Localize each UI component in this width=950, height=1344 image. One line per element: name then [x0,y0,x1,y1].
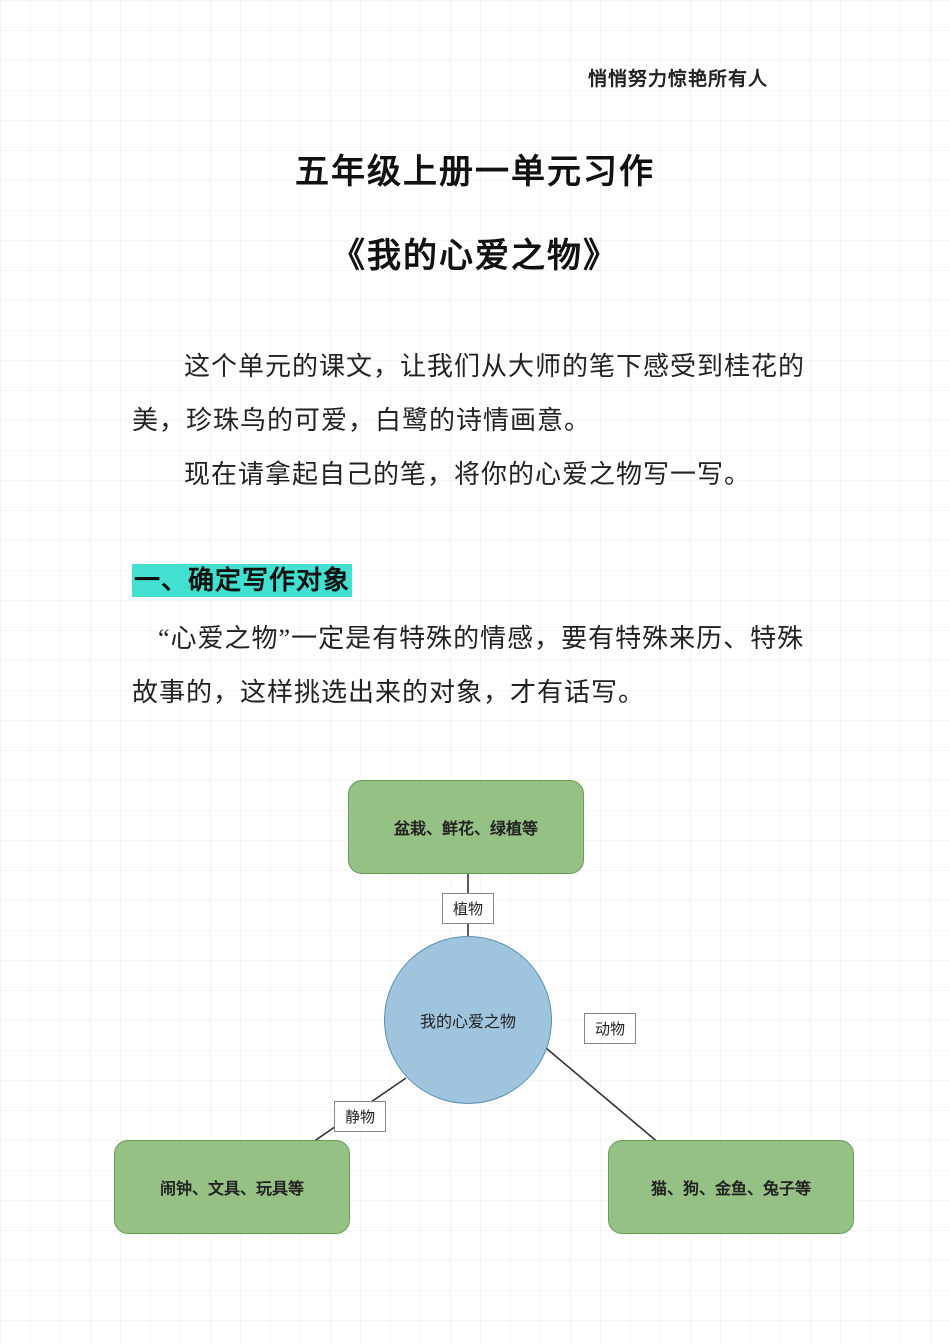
intro-p1a: 这个单元的课文，让我们从大师的笔下感受到桂花的 [132,340,822,394]
page-title-line1: 五年级上册一单元习作 [0,144,950,193]
section-1-body: “心爱之物”一定是有特殊的情感，要有特殊来历、特殊 故事的，这样挑选出来的对象，… [132,612,832,720]
diagram-leaf-right: 猫、狗、金鱼、兔子等 [608,1140,854,1234]
intro-p1b: 美，珍珠鸟的可爱，白鹭的诗情画意。 [132,394,822,448]
diagram-edge [546,1048,660,1144]
intro-p2: 现在请拿起自己的笔，将你的心爱之物写一写。 [132,448,822,502]
diagram-edge-label: 静物 [334,1101,386,1132]
section-1-heading: 一、确定写作对象 [128,558,356,599]
mindmap-diagram: 我的心爱之物 盆栽、鲜花、绿植等闹钟、文具、玩具等 猫、狗、金鱼、兔子等 植物静物 动物 [0,760,950,1280]
section-1-heading-text: 一、确定写作对象 [132,564,352,597]
page-title-line2: 《我的心爱之物》 [0,228,950,277]
section-1-p2: 故事的，这样挑选出来的对象，才有话写。 [132,666,832,720]
diagram-center-node: 我的心爱之物 [384,936,552,1104]
diagram-edge-label: 植物 [442,893,494,924]
diagram-leaf-top: 盆栽、鲜花、绿植等 [348,780,584,874]
section-1-p1: “心爱之物”一定是有特殊的情感，要有特殊来历、特殊 [132,612,832,666]
intro-block: 这个单元的课文，让我们从大师的笔下感受到桂花的 美，珍珠鸟的可爱，白鹭的诗情画意… [132,340,822,502]
header-note: 悄悄努力惊艳所有人 [588,64,768,91]
page-root: 悄悄努力惊艳所有人 五年级上册一单元习作 《我的心爱之物》 这个单元的课文，让我… [0,0,950,1344]
diagram-edge-label: 动物 [584,1013,636,1044]
diagram-leaf-left: 闹钟、文具、玩具等 [114,1140,350,1234]
